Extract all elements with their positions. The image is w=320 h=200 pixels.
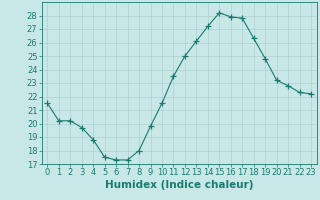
X-axis label: Humidex (Indice chaleur): Humidex (Indice chaleur): [105, 180, 253, 190]
